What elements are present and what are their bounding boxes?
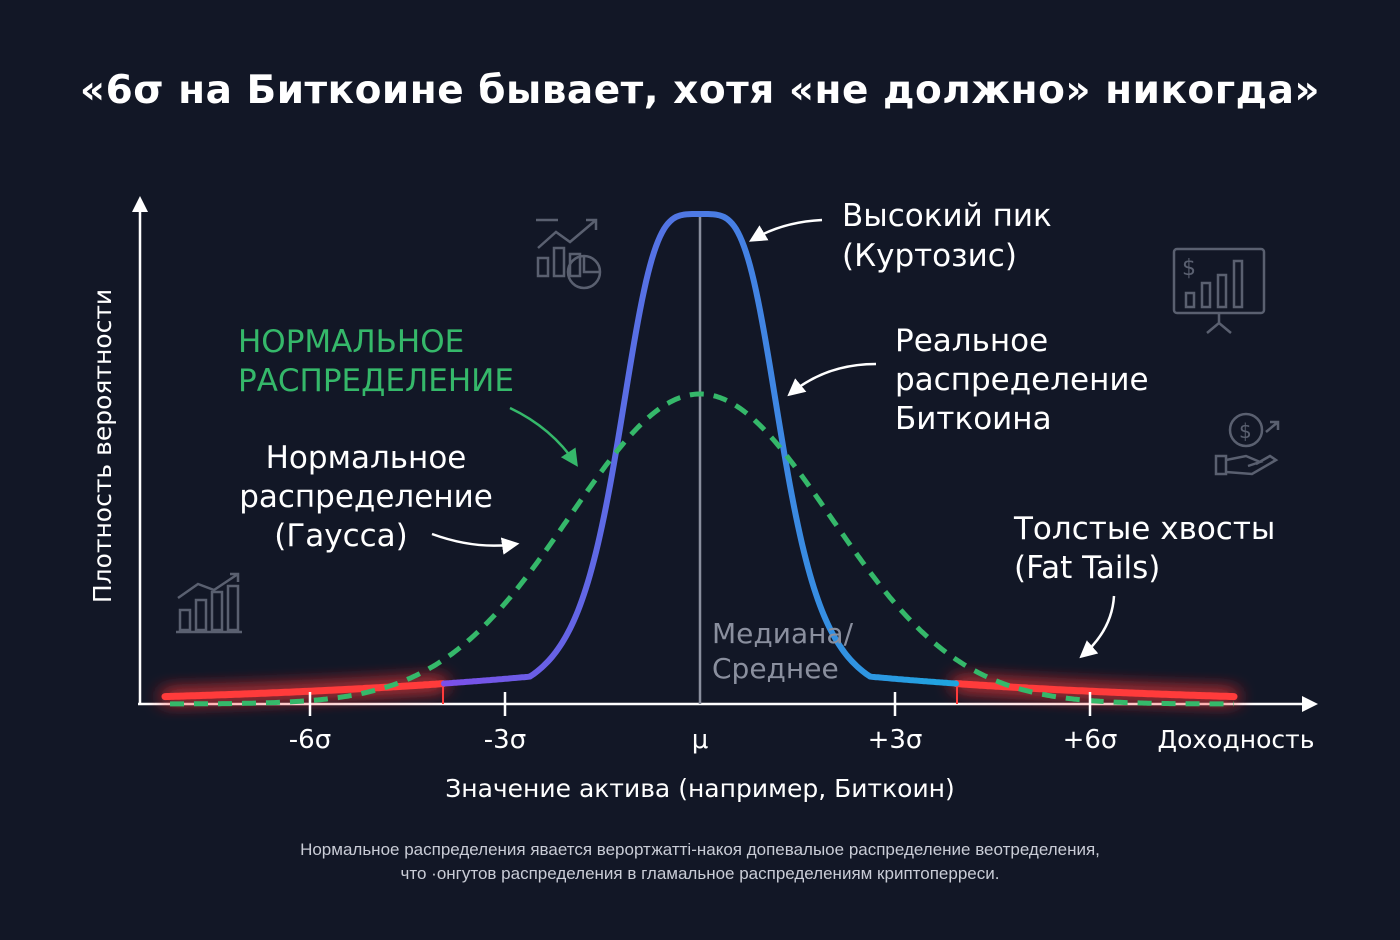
tick-marks <box>308 692 1092 716</box>
tick-label-plus3: +3σ <box>868 725 923 755</box>
x-axis-end-label: Доходность <box>1158 725 1315 754</box>
dollar-hand-icon: $ <box>1214 412 1280 476</box>
normal-green-line1: НОРМАЛЬНОЕ <box>238 324 464 360</box>
growth-chart-icon <box>536 218 602 290</box>
fat-tails-line2: (Fat Tails) <box>1014 550 1160 586</box>
real-arrow <box>787 362 877 397</box>
fat-tails-line1: Толстые хвосты <box>1013 511 1275 547</box>
page-title: «6σ на Биткоине бывает, хотя «не должно»… <box>79 68 1321 113</box>
median-label-line2: Среднее <box>712 652 839 685</box>
real-annotation-line1: Реальное <box>895 323 1048 359</box>
tick-label-plus6: +6σ <box>1063 725 1118 755</box>
dollar-presentation-icon: $ <box>1172 247 1266 334</box>
svg-text:$: $ <box>1182 256 1196 281</box>
footer-note: Нормальное распределения явается верортж… <box>100 838 1300 886</box>
gauss-annotation-line1: Нормальное <box>266 440 467 476</box>
gauss-annotation-line2: распределение <box>239 479 493 515</box>
peak-annotation-line2: (Куртозис) <box>842 238 1017 274</box>
tick-label-mu: μ <box>692 725 709 755</box>
normal-green-line2: РАСПРЕДЕЛЕНИЕ <box>238 363 514 399</box>
median-label-line1: Медиана/ <box>712 617 854 650</box>
footer-line-2: что ·онгутов распределения в гламальное … <box>400 864 1000 883</box>
real-distribution-curve <box>441 211 959 687</box>
gauss-arrow <box>431 532 520 555</box>
gauss-annotation-line3: (Гаусса) <box>274 518 408 554</box>
normal-distribution-curve <box>170 391 1234 707</box>
peak-annotation-line1: Высокий пик <box>842 198 1052 234</box>
svg-text:$: $ <box>1239 419 1252 443</box>
footer-line-1: Нормальное распределения явается верортж… <box>300 840 1100 859</box>
fat-tail-left <box>161 680 447 701</box>
fat-tail-right <box>952 680 1238 701</box>
peak-arrow <box>748 218 823 242</box>
tick-label-minus3: -3σ <box>484 725 526 755</box>
real-annotation-line2: распределение <box>895 362 1149 398</box>
y-axis-label: Плотность вероятности <box>88 289 117 603</box>
fat-tails-arrow <box>1079 595 1116 659</box>
tick-label-minus6: -6σ <box>289 725 331 755</box>
real-annotation-line3: Биткоина <box>895 401 1052 437</box>
normal-green-arrow <box>509 406 578 467</box>
x-axis-label: Значение актива (например, Биткоин) <box>445 774 955 803</box>
bar-chart-icon <box>176 572 242 634</box>
